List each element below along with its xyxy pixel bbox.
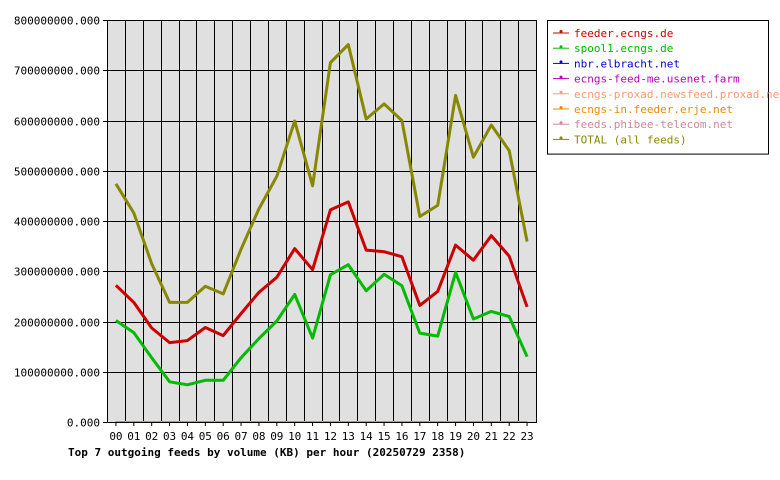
x-tick-label: 03 [163, 430, 176, 443]
legend-marker [559, 75, 563, 79]
legend-label: feeder.ecngs.de [574, 27, 673, 40]
legend-label: ecngs-feed-me.usenet.farm [574, 73, 740, 86]
legend-label: feeds.phibee-telecom.net [574, 118, 733, 131]
x-tick-label: 11 [306, 430, 319, 443]
y-tick-label: 500000000.000 [14, 166, 100, 179]
x-tick-label: 00 [109, 430, 122, 443]
x-tick-label: 19 [449, 430, 462, 443]
legend-marker [559, 45, 563, 49]
x-tick-label: 06 [217, 430, 230, 443]
x-tick-label: 21 [485, 430, 498, 443]
x-tick-label: 10 [288, 430, 301, 443]
y-tick-label: 300000000.000 [14, 266, 100, 279]
x-axis: 00 01 02 03 04 05 06 07 08 09 10 11 12 13 14 15 16 17 18 19… [109, 422, 534, 443]
y-tick-label: 800000000.000 [14, 15, 100, 28]
series-line [114, 200, 529, 345]
y-tick-label: 700000000.000 [14, 65, 100, 78]
legend-marker [559, 90, 563, 94]
legend-label: spool1.ecngs.de [574, 42, 673, 55]
plot-frame [107, 20, 537, 423]
legend-marker [559, 121, 563, 125]
y-tick-label: 200000000.000 [14, 317, 100, 330]
x-tick-label: 20 [467, 430, 480, 443]
x-tick-label: 17 [413, 430, 426, 443]
x-tick-label: 15 [377, 430, 390, 443]
x-tick-label: 14 [360, 430, 374, 443]
legend: feeder.ecngs.de spool1.ecngs.de nbr.elbrac… [547, 20, 780, 155]
y-tick-label: 600000000.000 [14, 116, 100, 129]
legend-label: ecngs-proxad.newsfeed.proxad.net [574, 88, 780, 101]
x-tick-label: 23 [520, 430, 533, 443]
y-axis: 0.000 100000000.000 200000000.000 300000000… [14, 15, 107, 430]
x-tick-label: 22 [503, 430, 516, 443]
x-tick-label: 09 [270, 430, 283, 443]
x-tick-label: 05 [199, 430, 212, 443]
legend-label: ecngs-in.feeder.erje.net [574, 103, 733, 116]
legend-marker [559, 30, 563, 33]
legend-label: nbr.elbracht.net [574, 57, 680, 70]
legend-marker [559, 60, 563, 64]
legend-label: TOTAL (all feeds) [574, 133, 687, 146]
series-line [114, 43, 529, 304]
x-tick-label: 18 [431, 430, 444, 443]
legend-marker [559, 136, 563, 140]
x-tick-label: 16 [395, 430, 408, 443]
y-tick-label: 400000000.000 [14, 216, 100, 229]
x-tick-label: 12 [324, 430, 337, 443]
x-tick-label: 08 [252, 430, 265, 443]
x-tick-label: 07 [234, 430, 247, 443]
y-tick-label: 0.000 [67, 417, 100, 430]
x-tick-label: 02 [145, 430, 158, 443]
y-tick-label: 100000000.000 [14, 367, 100, 380]
legend-marker [559, 106, 563, 109]
x-tick-label: 04 [181, 430, 195, 443]
series-line [115, 263, 529, 387]
x-tick-label: 13 [342, 430, 355, 443]
legend-box [547, 20, 769, 155]
grid [107, 20, 536, 423]
x-tick-label: 01 [127, 430, 140, 443]
chart-title: Top 7 outgoing feeds by volume (KB) per … [68, 446, 465, 459]
